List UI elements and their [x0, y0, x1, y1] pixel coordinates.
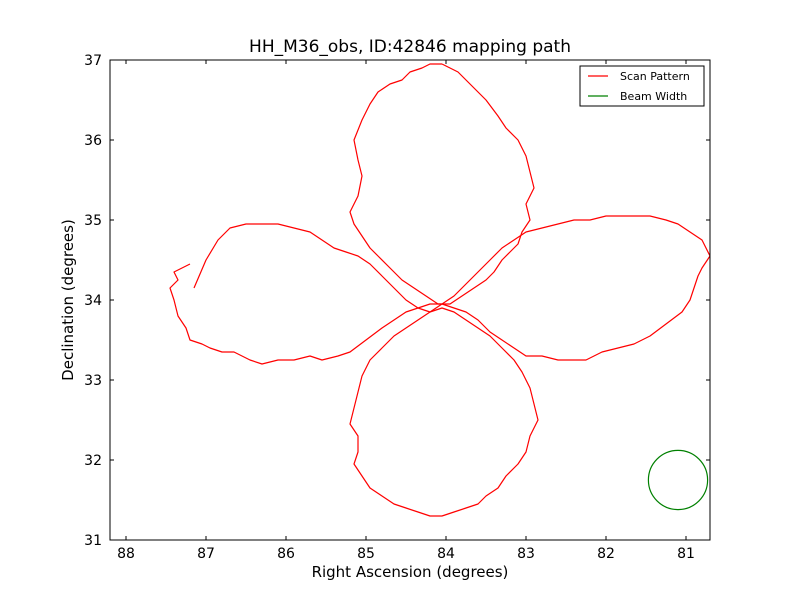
- x-tick-label-84: 84: [437, 546, 455, 562]
- y-tick-label-33: 33: [84, 373, 102, 389]
- x-tick-label-88: 88: [117, 546, 135, 562]
- y-tick-label-36: 36: [84, 133, 102, 149]
- series-layer: [169, 63, 710, 517]
- legend-label-scan-pattern: Scan Pattern: [620, 70, 690, 83]
- x-tick-label-86: 86: [277, 546, 295, 562]
- scan-pattern-line-1: [169, 215, 710, 365]
- legend: Scan Pattern Beam Width: [579, 65, 705, 107]
- x-axis-title: Right Ascension (degrees): [312, 563, 509, 581]
- x-tick-label-85: 85: [357, 546, 375, 562]
- y-tick-label-35: 35: [84, 213, 102, 229]
- y-tick-label-32: 32: [84, 453, 102, 469]
- y-axis-title: Declination (degrees): [59, 219, 77, 381]
- y-tick-label-31: 31: [84, 533, 102, 549]
- x-axis-ticks: 88 87 86 85 84 83 82 81: [117, 60, 695, 562]
- y-tick-label-37: 37: [84, 53, 102, 69]
- scan-pattern-line-3: [349, 307, 539, 517]
- y-axis-ticks: 31 32 33 34 35 36 37: [84, 53, 710, 549]
- x-tick-label-87: 87: [197, 546, 215, 562]
- chart-title: HH_M36_obs, ID:42846 mapping path: [249, 37, 571, 57]
- legend-label-beam-width: Beam Width: [620, 90, 687, 103]
- scan-pattern-line-2: [349, 63, 535, 305]
- plot-area: [110, 60, 710, 540]
- legend-box: [579, 65, 705, 107]
- beam-width-circle: [647, 449, 709, 511]
- x-tick-label-83: 83: [517, 546, 535, 562]
- x-tick-label-81: 81: [677, 546, 695, 562]
- x-tick-label-82: 82: [597, 546, 615, 562]
- y-tick-label-34: 34: [84, 293, 102, 309]
